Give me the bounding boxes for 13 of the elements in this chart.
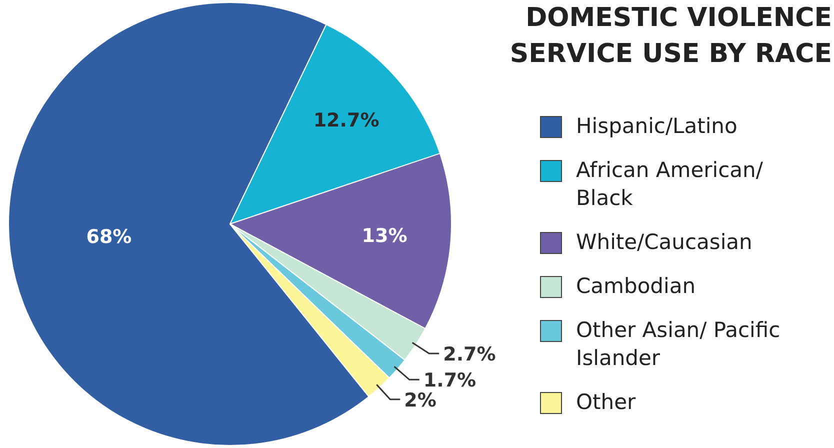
- legend-label: White/Caucasian: [576, 229, 754, 256]
- legend-label: Cambodian: [576, 273, 697, 300]
- data-label: 2.7%: [443, 343, 496, 366]
- data-label: 13%: [362, 224, 408, 247]
- legend-label: Other Asian/ Pacific Islander: [576, 317, 782, 372]
- legend-label: Other: [576, 389, 637, 416]
- text: DOMESTIC VIOLENCE SERVICE USE BY RACE: [508, 2, 832, 71]
- legend-label: African American/ Black: [576, 157, 764, 212]
- data-label: 12.7%: [313, 109, 380, 132]
- data-label: 68%: [86, 226, 132, 248]
- legend-label: Hispanic/Latino: [576, 113, 738, 140]
- data-label: 2%: [404, 389, 436, 412]
- data-label: 1.7%: [423, 370, 476, 392]
